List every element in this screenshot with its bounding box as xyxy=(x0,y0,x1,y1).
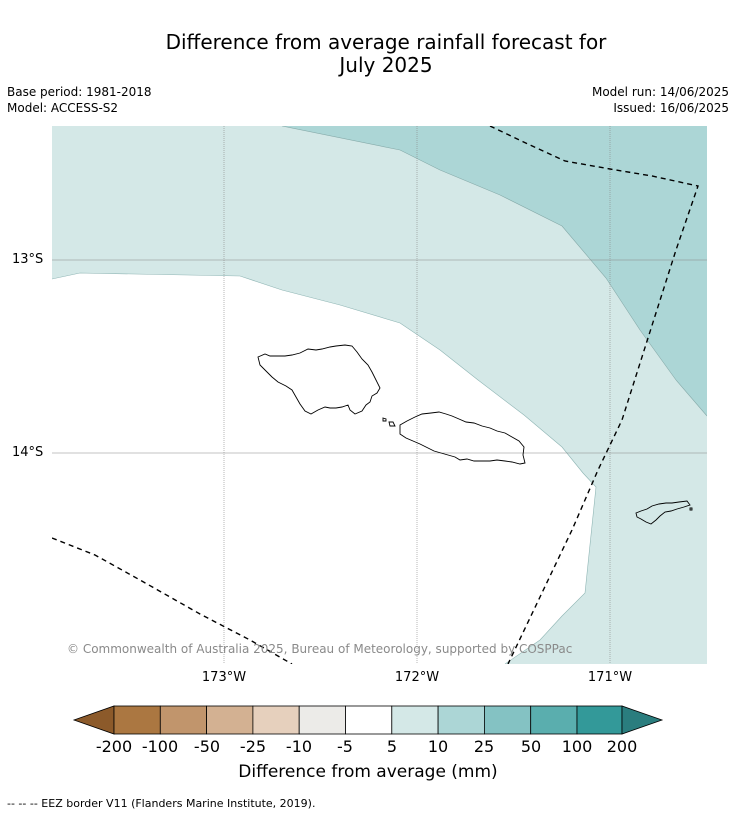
map-frame xyxy=(52,126,707,664)
colorbar-extend-low xyxy=(72,705,115,735)
eez-legend-note: -- -- -- EEZ border V11 (Flanders Marine… xyxy=(7,797,316,810)
island-upolu xyxy=(399,411,526,465)
colorbar-tick: -10 xyxy=(285,737,313,756)
rainfall-zone-5-10mm xyxy=(52,126,707,664)
colorbar-tick: -5 xyxy=(337,737,353,756)
colorbar-bin-3 xyxy=(206,705,254,735)
colorbar-tick: -25 xyxy=(239,737,267,756)
colorbar-tick: 50 xyxy=(520,737,542,756)
colorbar-tick: 5 xyxy=(386,737,398,756)
chart-title-line1: Difference from average rainfall forecas… xyxy=(165,30,607,54)
model-run-label: Model run: 14/06/2025 xyxy=(591,85,729,99)
colorbar-bin-7 xyxy=(391,705,439,735)
colorbar-title: Difference from average (mm) xyxy=(238,762,498,782)
eez-border-east xyxy=(489,126,699,664)
lon-label-172w: 172°W xyxy=(394,670,440,685)
colorbar-extend-high xyxy=(621,705,664,735)
coastlines xyxy=(257,344,693,525)
copyright-notice: © Commonwealth of Australia 2025, Bureau… xyxy=(67,642,573,656)
colorbar-bin-10 xyxy=(530,705,578,735)
colorbar-bin-11 xyxy=(576,705,623,735)
island-savaii xyxy=(257,344,381,415)
lat-label-14s: 14°S xyxy=(12,445,44,460)
chart-title-line2: July 2025 xyxy=(339,53,433,77)
island-manono xyxy=(388,421,396,427)
graticule xyxy=(52,126,707,664)
island-apolima xyxy=(382,417,387,422)
colorbar-bin-9 xyxy=(483,705,532,735)
lon-label-171w: 171°W xyxy=(587,670,633,685)
colorbar-tick: 200 xyxy=(606,737,638,756)
contour-10mm-edge xyxy=(281,126,707,417)
rainfall-zone-10-25mm xyxy=(282,126,707,416)
colorbar-bin-2 xyxy=(159,705,208,735)
model-label: Model: ACCESS-S2 xyxy=(7,101,119,115)
colorbar xyxy=(72,705,664,735)
eez-border-west xyxy=(52,537,293,664)
colorbar-tick: 100 xyxy=(561,737,593,756)
colorbar-tick: 10 xyxy=(427,737,449,756)
base-period-label: Base period: 1981-2018 xyxy=(7,85,152,99)
colorbar-bin-4 xyxy=(252,705,300,735)
lat-label-13s: 13°S xyxy=(12,252,44,267)
colorbar-bin-1 xyxy=(113,705,161,735)
colorbar-bin-8 xyxy=(437,705,485,735)
colorbar-bin-5 xyxy=(298,705,346,735)
colorbar-tick: 25 xyxy=(473,737,495,756)
contour-5mm-edge xyxy=(52,272,597,664)
island-tutuila xyxy=(635,500,691,525)
colorbar-tick: -100 xyxy=(141,737,179,756)
lon-label-173w: 173°W xyxy=(201,670,247,685)
island-aunuu xyxy=(689,507,693,511)
colorbar-bin-6 xyxy=(345,705,393,735)
eez-border xyxy=(52,126,699,664)
colorbar-tick: -200 xyxy=(95,737,133,756)
colorbar-tick: -50 xyxy=(193,737,221,756)
issued-label: Issued: 16/06/2025 xyxy=(613,101,729,115)
